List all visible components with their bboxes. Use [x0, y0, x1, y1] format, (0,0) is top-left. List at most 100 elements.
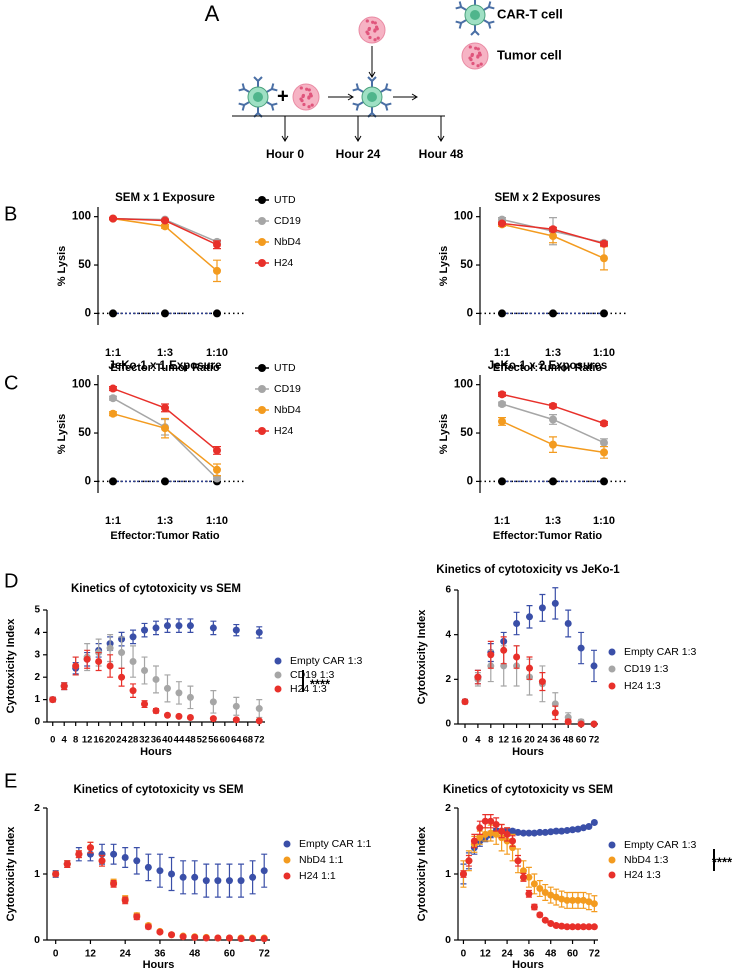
x-tick-label: 40 — [162, 735, 173, 746]
tumor-dot — [476, 64, 480, 68]
tumor-dot — [305, 87, 309, 91]
data-point — [600, 254, 608, 263]
data-point — [498, 827, 506, 835]
x-tick-label: 72 — [259, 949, 271, 960]
tumor-dot — [373, 21, 377, 25]
data-point — [461, 698, 469, 706]
tumor-dot — [307, 88, 311, 92]
legend-marker — [258, 385, 266, 393]
nucleus — [253, 92, 263, 102]
receptor — [238, 88, 245, 92]
chart-title: Kinetics of cytotoxicity vs JeKo-1 — [436, 564, 620, 576]
data-point — [481, 830, 489, 838]
x-tick-label: 72 — [254, 735, 265, 746]
data-point — [600, 419, 608, 428]
data-point — [536, 911, 544, 919]
legend-marker — [258, 238, 266, 246]
data-point — [163, 711, 171, 719]
tumor-dot — [373, 29, 377, 33]
legend-label: Empty CAR 1:3 — [624, 839, 697, 851]
data-point — [121, 896, 129, 904]
legend-marker — [608, 856, 616, 864]
data-point — [213, 309, 221, 318]
data-point — [585, 923, 593, 931]
data-point — [590, 662, 598, 670]
data-point — [579, 896, 587, 904]
chart-title: SEM x 1 Exposure — [115, 192, 215, 204]
tumor-dot — [307, 105, 311, 109]
y-tick-label: 100 — [72, 379, 91, 391]
data-point — [519, 829, 527, 837]
data-point — [552, 893, 560, 901]
data-point — [476, 834, 484, 842]
data-point — [536, 885, 544, 893]
y-axis-label: % Lysis — [56, 246, 68, 287]
data-point — [525, 873, 533, 881]
tumor-dot — [476, 47, 480, 51]
y-tick-label: 50 — [460, 259, 473, 271]
data-point — [530, 880, 538, 888]
legend-marker — [258, 364, 266, 372]
legend-label: CD19 1:3 — [624, 663, 669, 675]
x-tick-label: 28 — [128, 735, 139, 746]
nucleus — [470, 10, 480, 20]
data-point — [498, 400, 506, 409]
data-point — [209, 715, 217, 723]
data-point — [83, 655, 91, 663]
legend-label: NbD4 1:3 — [624, 854, 669, 866]
data-point — [232, 716, 240, 724]
data-point — [152, 707, 160, 715]
chart-title: Kinetics of cytotoxicity vs SEM — [74, 784, 244, 796]
y-tick-label: 100 — [72, 211, 91, 223]
x-tick-label: 32 — [139, 735, 150, 746]
data-point — [161, 477, 169, 486]
x-tick-label: 12 — [82, 735, 93, 746]
x-tick-label: 60 — [220, 735, 231, 746]
receptor — [371, 76, 377, 82]
data-point — [163, 684, 171, 692]
legend-marker — [274, 685, 282, 693]
x-tick-label: 4 — [62, 735, 68, 746]
receptor — [488, 6, 495, 10]
data-point — [590, 720, 598, 728]
data-point — [600, 438, 608, 447]
x-axis-label: Effector:Tumor Ratio — [110, 530, 219, 542]
data-point — [541, 888, 549, 896]
data-point — [191, 873, 199, 881]
data-point — [549, 232, 557, 241]
data-point — [525, 890, 533, 898]
data-point — [558, 895, 566, 903]
data-point — [63, 860, 71, 868]
data-point — [526, 664, 533, 672]
tumor-dot — [309, 94, 313, 98]
data-point — [144, 863, 152, 871]
x-tick-label: 48 — [563, 735, 574, 746]
y-tick-label: 0 — [85, 307, 91, 319]
data-point — [558, 827, 566, 835]
data-point — [109, 309, 117, 318]
y-tick-label: 0 — [34, 717, 40, 728]
data-point — [161, 403, 169, 412]
data-point — [202, 877, 210, 885]
data-point — [109, 214, 117, 223]
data-point — [487, 829, 495, 837]
x-tick-label: 12 — [498, 735, 509, 746]
chart-title: Kinetics of cytotoxicity vs SEM — [443, 784, 613, 796]
receptor — [367, 76, 373, 82]
receptor — [355, 104, 360, 111]
y-axis-label: Cytotoxicity Index — [5, 618, 17, 714]
data-point — [579, 824, 587, 832]
x-tick-label: 1:3 — [157, 515, 173, 527]
x-tick-label: 8 — [73, 735, 78, 746]
tumor-dot — [367, 26, 372, 31]
data-point — [487, 817, 495, 825]
tumor-dot — [470, 52, 475, 57]
data-point — [179, 873, 187, 881]
tumor-dot — [310, 103, 314, 107]
x-tick-label: 1:10 — [593, 515, 615, 527]
data-point — [470, 837, 478, 845]
receptor — [458, 22, 463, 29]
data-point — [156, 928, 164, 936]
data-point — [530, 829, 538, 837]
x-tick-label: 60 — [224, 949, 236, 960]
